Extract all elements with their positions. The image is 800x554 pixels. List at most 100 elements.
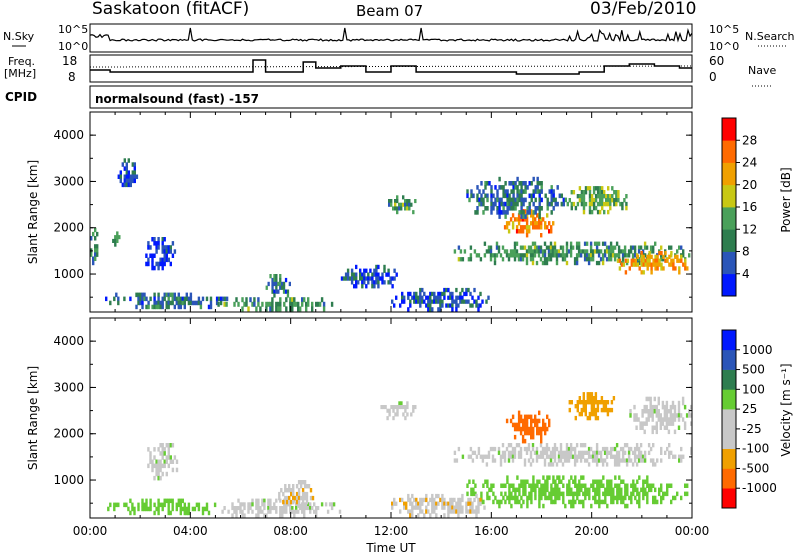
velocity-cell-8 (639, 425, 642, 430)
power-cell-14 (429, 295, 432, 300)
velocity-cell-5 (654, 462, 657, 467)
velocity-cell-3 (284, 488, 287, 493)
velocity-cell-3 (286, 488, 289, 493)
power-cell-9 (565, 260, 569, 266)
power-cell-13 (672, 262, 675, 267)
power-cell-9 (533, 241, 537, 246)
velocity-cell-10 (429, 513, 432, 518)
power-cell-12 (594, 194, 598, 199)
colorbar-swatch (722, 369, 736, 390)
power-cell-12 (596, 190, 600, 195)
power-cell-12 (584, 201, 588, 207)
power-cell-11 (556, 185, 559, 190)
power-cell-9 (573, 260, 577, 266)
power-cell-9 (662, 257, 665, 262)
velocity-cell-8 (688, 413, 691, 418)
power-cell-9 (513, 257, 517, 262)
power-cell-4 (157, 304, 160, 310)
velocity-cell-10 (409, 509, 412, 514)
power-cell-7 (379, 276, 382, 281)
velocity-cell-5 (599, 450, 603, 455)
velocity-cell-2 (263, 502, 266, 507)
velocity-cell-0 (107, 506, 110, 512)
velocity-cell-10 (435, 501, 438, 506)
velocity-cell-2 (235, 513, 238, 518)
velocity-cell-9 (672, 495, 675, 501)
velocity-cell-4 (386, 408, 389, 413)
velocity-cell-10 (453, 505, 456, 510)
power-cell-2 (131, 170, 134, 175)
velocity-cell-9 (598, 503, 601, 509)
power-cell-9 (565, 241, 569, 246)
power-cell-11 (522, 181, 525, 186)
power-cell-11 (522, 201, 525, 207)
power-cell-2 (123, 182, 126, 188)
velocity-cell-2 (332, 502, 336, 507)
power-cell-14 (431, 307, 434, 312)
velocity-cell-5 (678, 458, 681, 463)
power-cell-14 (435, 295, 438, 300)
colorbar-swatch (722, 409, 736, 430)
power-cell-11 (496, 193, 499, 199)
velocity-cell-5 (587, 450, 591, 455)
power-cell-9 (629, 249, 633, 254)
power-cell-13 (664, 258, 667, 263)
velocity-cell-5 (595, 450, 599, 455)
velocity-cell-6 (534, 422, 537, 428)
power-cell-3 (153, 241, 156, 246)
power-cell-13 (676, 254, 679, 259)
velocity-cell-8 (675, 413, 679, 418)
velocity-cell-5 (505, 446, 509, 452)
power-cell-9 (635, 257, 639, 262)
velocity-cell-2 (287, 502, 290, 507)
power-cell-10 (519, 229, 523, 234)
velocity-cell-5 (543, 450, 547, 455)
velocity-cell-4 (386, 416, 389, 421)
velocity-cell-6 (519, 430, 523, 436)
power-cell-9 (591, 257, 595, 262)
power-cell-9 (577, 241, 581, 246)
power-cell-9 (567, 249, 571, 254)
velocity-cell-9 (468, 479, 471, 484)
velocity-cell-5 (641, 454, 645, 459)
power-cell-2 (125, 182, 128, 188)
power-cell-5 (316, 301, 320, 307)
power-cell-5 (243, 301, 246, 307)
velocity-cell-0 (145, 506, 148, 512)
velocity-cell-0 (181, 506, 184, 512)
velocity-cell-8 (683, 404, 687, 410)
velocity-cell-9 (488, 487, 491, 493)
date-label: 03/Feb/2010 (590, 0, 696, 19)
velocity-cell-10 (421, 509, 424, 514)
power-cell-14 (479, 303, 482, 308)
velocity-cell-6 (519, 414, 523, 420)
velocity-cell-6 (511, 422, 515, 428)
power-cell-9 (609, 245, 613, 250)
velocity-heatmap (107, 392, 693, 518)
power-cell-9 (654, 241, 657, 246)
power-cell-9 (523, 253, 527, 258)
power-cell-6 (282, 281, 286, 287)
velocity-cell-5 (615, 454, 619, 459)
power-cell-5 (255, 306, 258, 312)
power-cell-12 (582, 198, 586, 203)
power-cell-13 (654, 262, 657, 267)
power-cell-11 (508, 206, 511, 211)
velocity-cell-5 (633, 454, 637, 459)
velocity-cell-9 (630, 499, 633, 505)
power-cell-11 (482, 210, 485, 215)
velocity-cell-10 (461, 493, 464, 499)
velocity-cell-3 (305, 491, 309, 497)
velocity-cell-6 (538, 410, 541, 416)
velocity-cell-7 (582, 392, 585, 397)
velocity-cell-6 (546, 426, 549, 432)
power-cell-9 (627, 253, 631, 258)
velocity-cell-6 (513, 422, 517, 428)
power-cell-9 (573, 257, 577, 262)
velocity-cell-9 (604, 487, 607, 493)
velocity-cell-9 (538, 503, 541, 509)
power-cell-4 (177, 292, 180, 298)
velocity-cell-9 (514, 499, 517, 505)
velocity-cell-2 (257, 506, 260, 511)
power-cell-10 (511, 225, 515, 230)
